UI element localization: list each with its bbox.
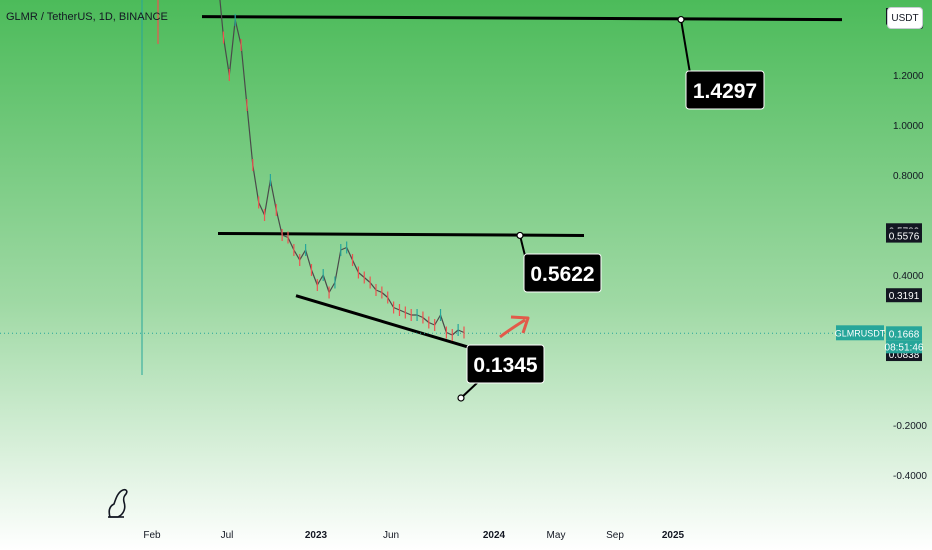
x-tick-label: 2025 (662, 530, 685, 541)
callout-box (466, 344, 545, 384)
x-tick-label: Jul (221, 530, 234, 541)
breakout-arrowhead-icon (510, 315, 530, 334)
resistance-line-upper (201, 15, 843, 22)
x-tick-label: Sep (606, 530, 624, 541)
symbol-tag (836, 325, 884, 341)
resistance-line-lower (217, 231, 585, 237)
price-tag-label: 0.5576 (889, 232, 920, 243)
x-tick-label: Jun (383, 530, 399, 541)
callout-anchor (677, 15, 685, 24)
price-tag (886, 288, 922, 303)
symbol-title: GLMR / TetherUS, 1D, BINANCE (6, 11, 168, 23)
y-tick-label: 0.8000 (893, 171, 924, 182)
symbol-tag-label: GLMRUSDT (835, 328, 886, 338)
x-tick-label: 2024 (483, 530, 506, 541)
x-tick-label: Feb (143, 530, 161, 541)
callout-label: 0.5622 (530, 263, 594, 286)
tradingview-logo-icon (108, 488, 128, 518)
countdown-label: 08:51:46 (885, 342, 924, 353)
price-tag (886, 326, 922, 341)
callout-anchor (457, 394, 465, 402)
breakout-arrow-icon (499, 318, 526, 339)
price-series-line (219, 0, 465, 336)
y-tick-label: -0.4000 (893, 471, 927, 482)
y-tick-label: 1.0000 (893, 121, 924, 132)
callout-pointer (460, 382, 478, 399)
callout-label: 1.4297 (693, 80, 757, 103)
countdown-tag (886, 340, 922, 354)
price-tag-label: 0.0838 (889, 350, 920, 361)
y-tick-label: 1.2000 (893, 71, 924, 82)
x-tick-label: May (547, 530, 566, 541)
callout-box (685, 70, 765, 110)
price-tag-label: 0.3191 (889, 291, 920, 302)
callout-box (523, 253, 602, 293)
y-tick-label: -0.2000 (893, 421, 927, 432)
x-tick-label: 2023 (305, 530, 328, 541)
currency-button[interactable]: USDT (887, 7, 923, 29)
callout-label: 0.1345 (473, 354, 538, 377)
y-tick-label: 0.4000 (893, 271, 924, 282)
callout-anchor (516, 231, 524, 240)
price-tag-label: 0.1668 (889, 329, 920, 340)
price-tag (886, 228, 922, 243)
